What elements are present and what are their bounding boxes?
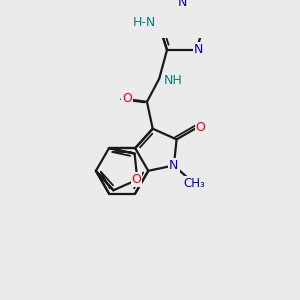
Text: N: N bbox=[178, 0, 187, 9]
Text: N: N bbox=[194, 44, 204, 56]
Text: CH₃: CH₃ bbox=[183, 177, 205, 190]
Text: NH: NH bbox=[164, 74, 182, 87]
Text: O: O bbox=[122, 92, 132, 105]
Text: N: N bbox=[169, 159, 178, 172]
Text: H-N: H-N bbox=[133, 16, 156, 29]
Text: O: O bbox=[196, 121, 206, 134]
Text: O: O bbox=[131, 173, 141, 186]
